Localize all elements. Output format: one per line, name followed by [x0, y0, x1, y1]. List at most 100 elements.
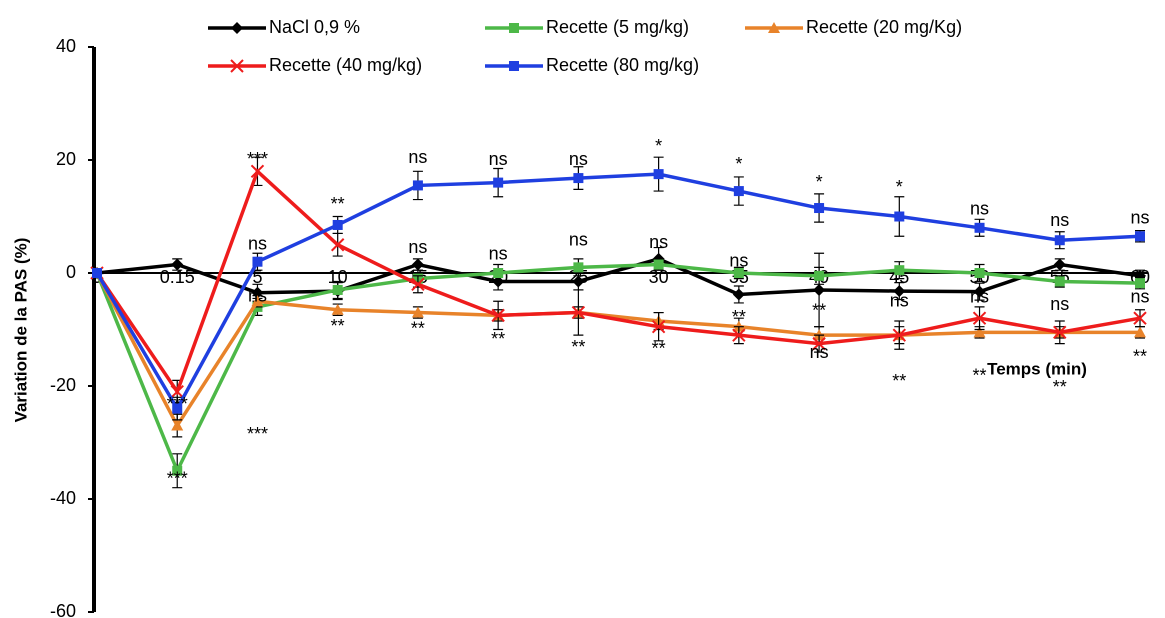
annotation: ns — [248, 234, 267, 254]
point — [894, 211, 905, 222]
point — [573, 262, 584, 273]
point — [813, 283, 826, 296]
series-line — [96, 257, 1141, 297]
annotation: * — [896, 177, 903, 197]
point — [1053, 258, 1066, 271]
annotation: ** — [1133, 347, 1147, 367]
y-tick-label: -40 — [50, 488, 76, 508]
annotation: ns — [810, 342, 829, 362]
point — [1054, 276, 1065, 287]
point — [1135, 231, 1145, 242]
point — [973, 326, 986, 338]
annotation: ns — [970, 287, 989, 307]
legend-label: Recette (20 mg/Kg) — [806, 17, 962, 37]
point — [491, 308, 505, 323]
y-tick-label: -60 — [50, 601, 76, 618]
point — [332, 284, 343, 295]
point — [814, 203, 825, 214]
point — [653, 169, 664, 180]
x-tick-label: 30 — [649, 267, 669, 287]
point — [171, 419, 184, 431]
point — [732, 328, 746, 342]
point — [733, 268, 744, 278]
annotation: ** — [331, 316, 345, 336]
point — [330, 238, 345, 252]
point — [814, 270, 825, 281]
point — [1133, 311, 1147, 325]
annotation: ** — [652, 339, 666, 359]
annotation: ** — [491, 329, 505, 349]
series-line — [95, 168, 1141, 396]
legend-label: Recette (80 mg/kg) — [546, 55, 699, 75]
point — [411, 277, 425, 292]
point — [653, 259, 664, 270]
point — [972, 311, 987, 325]
annotation: ns — [649, 232, 668, 252]
point — [171, 258, 184, 271]
point — [894, 265, 905, 276]
legend-marker — [509, 23, 519, 33]
legend-label: NaCl 0,9 % — [269, 17, 360, 37]
legend-marker — [230, 59, 244, 73]
point — [1134, 326, 1146, 338]
annotation: *** — [167, 469, 188, 489]
point — [1135, 278, 1145, 289]
x-tick-label: 0.15 — [160, 267, 195, 287]
point — [973, 285, 986, 298]
point — [170, 384, 184, 399]
annotation: ** — [331, 194, 345, 214]
annotation: *** — [247, 149, 268, 169]
point — [974, 268, 985, 278]
annotation: ns — [1050, 294, 1069, 314]
point — [1054, 235, 1065, 246]
point — [1053, 325, 1067, 340]
annotation: ns — [408, 147, 427, 167]
point — [571, 305, 586, 320]
legend-marker — [231, 22, 243, 34]
point — [331, 303, 344, 315]
annotation: ns — [569, 230, 588, 250]
legend-label: Recette (40 mg/kg) — [269, 55, 422, 75]
annotation: *** — [167, 394, 188, 414]
annotation: ** — [1053, 377, 1067, 397]
annotation: ns — [890, 291, 909, 311]
point — [332, 219, 343, 230]
y-axis-label: Variation de la PAS (%) — [11, 238, 30, 423]
series-line — [95, 272, 1140, 430]
point — [812, 336, 826, 351]
point — [411, 306, 424, 318]
annotation: ns — [489, 149, 508, 169]
point — [974, 222, 985, 233]
series-line — [95, 172, 1141, 413]
point — [732, 288, 745, 301]
x-tick-label: 10 — [328, 267, 348, 287]
y-tick-label: 40 — [56, 36, 76, 56]
point — [892, 328, 907, 342]
legend-marker — [509, 61, 519, 71]
annotation: ns — [970, 198, 989, 218]
point — [250, 164, 265, 179]
annotation: ns — [729, 250, 748, 270]
annotation: ns — [489, 244, 508, 264]
point — [572, 275, 585, 288]
annotation: * — [735, 154, 742, 174]
point — [651, 319, 666, 334]
point — [493, 268, 504, 278]
annotation: ns — [1130, 208, 1149, 228]
point — [893, 285, 906, 298]
x-tick-label: 5 — [252, 267, 262, 287]
y-tick-label: -20 — [50, 375, 76, 395]
annotation: ns — [248, 285, 267, 305]
annotation: * — [655, 136, 662, 156]
point — [252, 256, 263, 267]
point — [172, 465, 183, 476]
x-axis-label: Temps (min) — [987, 359, 1087, 378]
annotation: ** — [973, 366, 987, 386]
annotation: * — [816, 172, 823, 192]
annotation: ** — [892, 371, 906, 391]
annotation: ns — [569, 149, 588, 169]
annotation: ns — [1130, 287, 1149, 307]
point — [92, 268, 102, 278]
legend-label: Recette (5 mg/kg) — [546, 17, 689, 37]
annotation: ** — [732, 307, 746, 327]
